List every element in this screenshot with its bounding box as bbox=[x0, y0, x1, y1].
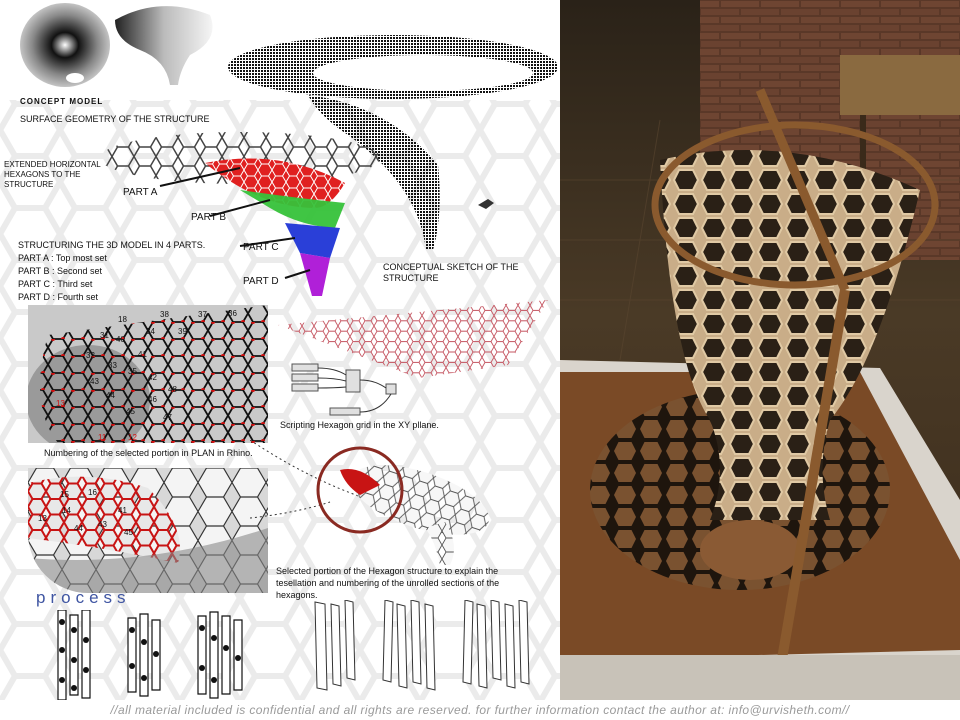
parts-list-a: PART A : Top most set bbox=[18, 253, 107, 263]
selected-portion-caption-1: Selected portion of the Hexagon structur… bbox=[276, 566, 499, 576]
detail-number-43: 43 bbox=[98, 520, 107, 529]
detail-hex-drawing bbox=[28, 468, 268, 593]
xy-hexagon-grid bbox=[278, 300, 548, 378]
structured-3d-model bbox=[100, 132, 380, 296]
copyright-footer: //all material included is confidential … bbox=[0, 700, 960, 720]
extended-hexagons-label-3: STRUCTURE bbox=[4, 180, 54, 189]
parts-list-b: PART B : Second set bbox=[18, 266, 103, 276]
part-a-label: PART A bbox=[123, 187, 158, 198]
concept-model-title: CONCEPT MODEL bbox=[20, 97, 104, 106]
detail-number-14: 14 bbox=[62, 506, 71, 515]
part-b-label: PART B bbox=[191, 212, 227, 223]
plan-number-39: 39 bbox=[178, 327, 187, 336]
plan-number-34: 34 bbox=[146, 327, 155, 336]
parts-list-c: PART C : Third set bbox=[18, 279, 93, 289]
plan-number-46: 46 bbox=[148, 395, 157, 404]
extended-hexagons-label-2: HEXAGONS TO THE bbox=[4, 170, 81, 179]
concept-model-render bbox=[20, 3, 213, 87]
concept-board: CONCEPT MODEL SURFACE GEOMETRY OF THE ST… bbox=[0, 3, 560, 700]
physical-model-photo bbox=[560, 0, 960, 700]
extended-hexagons-label-1: EXTENDED HORIZONTAL bbox=[4, 160, 101, 169]
part-c-label: PART C bbox=[243, 242, 279, 253]
parts-list-d: PART D : Fourth set bbox=[18, 292, 99, 302]
plan-number-37: 37 bbox=[198, 310, 207, 319]
selected-portion-drawing bbox=[250, 440, 490, 565]
plan-number-38: 38 bbox=[160, 310, 169, 319]
detail-number-44: 44 bbox=[74, 524, 83, 533]
conceptual-sketch-drawing bbox=[228, 35, 558, 250]
plan-number-40: 40 bbox=[116, 335, 125, 344]
process-heading: process bbox=[36, 588, 131, 607]
rhino-plan-hexgrid bbox=[28, 305, 268, 443]
plan-number-41: 41 bbox=[138, 350, 147, 359]
numbering-plan-caption: Numbering of the selected portion in PLA… bbox=[44, 448, 253, 458]
plan-number-13: 13 bbox=[56, 399, 65, 408]
plan-number-47: 47 bbox=[163, 413, 172, 422]
scripting-caption: Scripting Hexagon grid in the XY pllane. bbox=[280, 420, 439, 430]
plan-number-43: 43 bbox=[90, 377, 99, 386]
rhino-plan-panel: 18 38 37 36 31 40 34 39 32 33 41 35 43 4… bbox=[28, 305, 268, 443]
part-d-label: PART D bbox=[243, 276, 279, 287]
detail-number-41: 41 bbox=[118, 506, 127, 515]
plan-number-32: 32 bbox=[86, 351, 95, 360]
detail-number-15: 15 bbox=[60, 490, 69, 499]
plan-number-44: 44 bbox=[106, 391, 115, 400]
conceptual-sketch-label-1: CONCEPTUAL SKETCH OF THE bbox=[383, 262, 519, 272]
plan-number-48: 48 bbox=[168, 385, 177, 394]
detail-number-13: 13 bbox=[38, 514, 47, 523]
plan-number-31: 31 bbox=[100, 331, 109, 340]
plan-number-33: 33 bbox=[108, 361, 117, 370]
detail-number-16: 16 bbox=[88, 488, 97, 497]
selected-portion-caption-3: hexagons. bbox=[276, 590, 318, 600]
plan-number-12: 12 bbox=[128, 433, 137, 442]
structuring-title: STRUCTURING THE 3D MODEL IN 4 PARTS. bbox=[18, 240, 206, 250]
plan-number-18: 18 bbox=[118, 315, 127, 324]
grasshopper-script-diagram bbox=[291, 363, 397, 416]
unrolled-strips-left bbox=[57, 610, 243, 700]
plan-number-36: 36 bbox=[228, 309, 237, 318]
plan-number-45: 45 bbox=[126, 407, 135, 416]
selected-portion-caption-2: tesellation and numbering of the unrolle… bbox=[276, 578, 500, 588]
unrolled-strips-right bbox=[314, 600, 530, 691]
unrolled-detail-crop: 15 16 14 13 41 44 43 45 bbox=[28, 468, 268, 593]
plan-number-42: 42 bbox=[148, 373, 157, 382]
surface-geometry-label: SURFACE GEOMETRY OF THE STRUCTURE bbox=[20, 114, 210, 124]
plan-number-11: 11 bbox=[98, 433, 107, 442]
conceptual-sketch-label-2: STRUCTURE bbox=[383, 273, 439, 283]
photo-illustration bbox=[560, 0, 960, 700]
plan-number-35: 35 bbox=[128, 367, 137, 376]
detail-number-45: 45 bbox=[124, 528, 133, 537]
